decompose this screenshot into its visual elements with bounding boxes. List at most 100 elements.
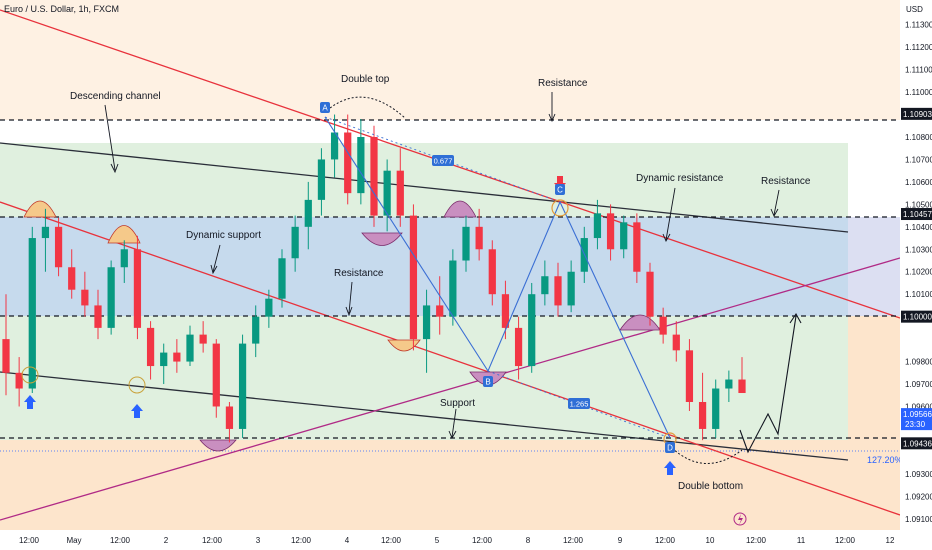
price-tick-label: 1.10800 [905,133,932,142]
candle-body [265,298,273,317]
point-b-label: B [485,378,490,387]
candle-body [725,379,733,389]
projection-arrowhead [789,312,802,324]
current-price-value: 1.09566 [903,410,932,419]
price-tick-label: 1.09700 [905,380,932,389]
lightning-bolt-icon [738,514,743,525]
projection-path [739,315,797,454]
abcd-ac-dotted [324,116,561,203]
candle-body [620,222,628,250]
candle-body [291,226,299,259]
time-tick-label: 12:00 [202,536,223,545]
candle-body [357,136,365,194]
candle-body [199,334,207,344]
time-tick-label: 12:00 [655,536,676,545]
arc-bottom-1 [361,232,403,246]
time-tick-label: 10 [706,536,715,545]
candle-body [330,132,339,160]
price-tick-label: 1.11100 [905,66,932,75]
candle-body [304,199,312,227]
candle-body [593,213,602,239]
candle-body [28,238,36,389]
point-a-label: A [322,104,328,113]
price-tick-label: 1.10100 [905,290,932,299]
price-level-badge [901,107,932,120]
arc-top-2 [107,225,141,244]
candle-body [436,305,444,317]
double-top-arc [329,96,406,119]
candle-body [646,271,654,317]
price-tick-label: 1.10700 [905,155,932,164]
candle-body [238,343,247,429]
candle-body [633,222,641,272]
time-tick-label: 12:00 [110,536,131,545]
time-tick-label: 12:00 [19,536,40,545]
time-tick-label: 5 [435,536,440,545]
annotation-resistance-top: Resistance [538,78,588,89]
candle-body [712,388,720,429]
annotation-resistance-right: Resistance [761,176,811,187]
annotation-descending-channel: Descending channel [70,91,161,102]
price-tick-label: 1.09100 [905,515,932,524]
candle-body [225,406,234,429]
time-tick-label: May [66,536,81,545]
candle-body [383,170,391,216]
leader-arrows [104,92,780,440]
candle-body [54,226,63,268]
price-labels: 1.11300 1.11200 1.11100 1.11000 1.10800 1.107… [901,21,932,524]
time-tick-label: 3 [256,536,261,545]
arc-top-1 [23,200,57,218]
candle-body [278,258,286,299]
candle-body [606,213,615,250]
price-tick-label: 1.10400 [905,223,932,232]
candle-body [81,289,89,306]
price-level-label: 1.09436 [903,439,932,448]
arc-top-3 [443,200,477,218]
fib-percent-label: 127.20% [867,455,903,465]
abcd-labels: A B C D 0.677 1.265 [320,102,675,453]
annotations: Descending channel Double top Resistance… [70,74,903,492]
candle-body [344,132,352,194]
abcd-zigzag [324,116,671,439]
candle-body [41,226,50,239]
price-tick-label: 1.10600 [905,178,932,187]
candle-body [146,327,155,367]
arc-bottom-3 [199,439,237,452]
annotation-resistance-mid: Resistance [334,268,384,279]
candle-body [554,276,562,306]
orange-zone-top [0,0,900,120]
time-tick-label: 12:00 [381,536,402,545]
price-tick-label: 1.11300 [905,21,932,30]
candle-body [94,305,102,328]
magenta-support-line [0,257,900,521]
time-tick-label: 9 [618,536,623,545]
time-tick-label: 12:00 [835,536,856,545]
price-level-badge [901,310,932,323]
candle-body [738,379,746,394]
channel-bottom-line [0,371,849,461]
candle-body [160,352,168,367]
ratio-label-1: 0.677 [434,157,453,166]
price-tick-label: 1.10200 [905,268,932,277]
touch-circle-2 [128,376,146,394]
lightning-icon[interactable] [733,512,747,526]
candles [2,114,746,443]
candle-body [462,226,470,261]
time-axis[interactable]: 12:00 May 12:00 2 12:00 3 12:00 4 12:00 5 12:00 8 12… [0,530,900,550]
touch-circle-c [551,199,569,217]
time-tick-label: 8 [526,536,531,545]
orange-zone-bottom [0,440,900,530]
annotation-double-top: Double top [341,74,390,85]
candle-body [120,249,128,268]
annotation-support: Support [440,398,475,409]
annotation-dynamic-resistance: Dynamic resistance [636,173,724,184]
price-level-badge [901,208,932,221]
price-level-label: 1.10000 [903,313,932,322]
price-tick-label: 1.09600 [905,402,932,411]
time-tick-label: 12:00 [291,536,312,545]
candle-body [15,372,23,389]
arc-bottom-2 [387,339,421,352]
price-axis[interactable]: USD [900,0,932,550]
price-tick-label: 1.10500 [905,200,932,209]
